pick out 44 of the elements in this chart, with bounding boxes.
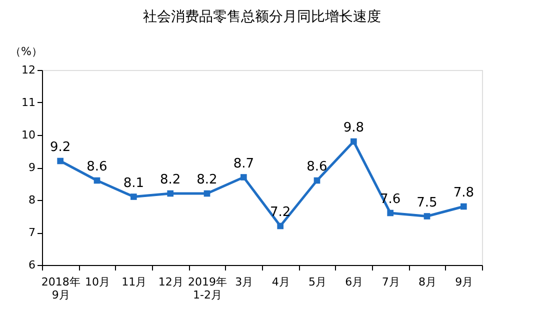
data-label: 7.2: [270, 205, 291, 220]
data-label: 7.8: [453, 186, 474, 200]
point: [387, 210, 394, 216]
x-tick-label: 9月: [455, 276, 474, 288]
point: [350, 138, 357, 145]
point: [240, 174, 247, 180]
x-tick-label: 4月: [272, 276, 290, 288]
y-tick-label: 11: [22, 96, 36, 109]
x-tick-label: 7月: [382, 276, 400, 288]
data-label: 8.7: [233, 156, 254, 172]
point: [460, 203, 467, 210]
point: [130, 194, 137, 200]
point: [167, 190, 174, 197]
y-tick-label: 10: [22, 128, 36, 142]
point: [57, 158, 64, 164]
x-tick-label: 11月: [122, 276, 147, 288]
x-tick-label: 5月: [308, 276, 326, 288]
x-tick-label: 12月: [158, 276, 184, 288]
x-tick-label: 8月: [418, 276, 436, 288]
x-tick-label: 2019年 1-2月: [188, 276, 227, 302]
point: [204, 190, 210, 197]
data-label: 9.2: [50, 140, 71, 155]
x-tick-label: 6月: [345, 276, 364, 288]
y-axis-title: （%）: [10, 45, 42, 58]
data-label: 9.8: [343, 120, 364, 136]
x-tick-label: 10月: [85, 276, 110, 288]
y-tick-label: 9: [28, 161, 36, 174]
data-label: 8.2: [160, 172, 181, 188]
y-tick-label: 7: [28, 226, 36, 239]
y-tick-label: 8: [28, 194, 36, 206]
point: [314, 177, 320, 184]
point: [277, 222, 284, 230]
data-label: 7.5: [416, 195, 438, 210]
y-tick-label: 12: [22, 64, 36, 76]
x-tick-label: 3月: [235, 276, 254, 288]
data-label: 8.1: [123, 176, 144, 191]
point: [424, 213, 430, 220]
chart-title: 社会消费品零售总额分月同比增长速度: [143, 9, 381, 25]
y-tick-label: 6: [28, 258, 36, 272]
point: [94, 177, 100, 184]
data-label: 8.6: [86, 160, 108, 174]
data-label: 8.6: [306, 160, 328, 174]
data-label: 8.2: [196, 172, 218, 188]
x-tick-label: 2018年 9月: [41, 276, 80, 302]
